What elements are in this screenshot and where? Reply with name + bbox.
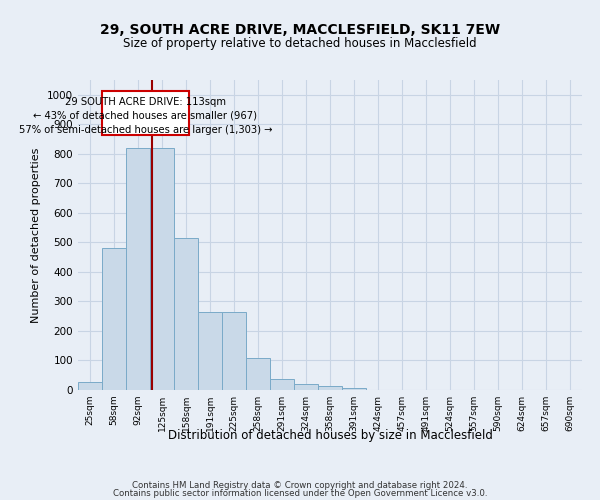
Bar <box>78 382 102 390</box>
Bar <box>294 384 318 390</box>
Bar <box>270 379 294 390</box>
Bar <box>222 312 246 390</box>
Bar <box>318 386 342 390</box>
Text: Size of property relative to detached houses in Macclesfield: Size of property relative to detached ho… <box>123 38 477 51</box>
Text: 29, SOUTH ACRE DRIVE, MACCLESFIELD, SK11 7EW: 29, SOUTH ACRE DRIVE, MACCLESFIELD, SK11… <box>100 22 500 36</box>
Text: 29 SOUTH ACRE DRIVE: 113sqm: 29 SOUTH ACRE DRIVE: 113sqm <box>65 97 226 107</box>
FancyBboxPatch shape <box>101 91 189 134</box>
Bar <box>174 238 198 390</box>
Bar <box>342 388 366 390</box>
Bar <box>150 148 174 390</box>
Bar <box>198 312 222 390</box>
Y-axis label: Number of detached properties: Number of detached properties <box>31 148 41 322</box>
Bar <box>102 248 126 390</box>
Text: Distribution of detached houses by size in Macclesfield: Distribution of detached houses by size … <box>167 428 493 442</box>
Text: Contains HM Land Registry data © Crown copyright and database right 2024.: Contains HM Land Registry data © Crown c… <box>132 481 468 490</box>
Text: 57% of semi-detached houses are larger (1,303) →: 57% of semi-detached houses are larger (… <box>19 124 272 134</box>
Bar <box>246 358 270 390</box>
Text: ← 43% of detached houses are smaller (967): ← 43% of detached houses are smaller (96… <box>34 110 257 120</box>
Bar <box>126 148 150 390</box>
Text: Contains public sector information licensed under the Open Government Licence v3: Contains public sector information licen… <box>113 488 487 498</box>
